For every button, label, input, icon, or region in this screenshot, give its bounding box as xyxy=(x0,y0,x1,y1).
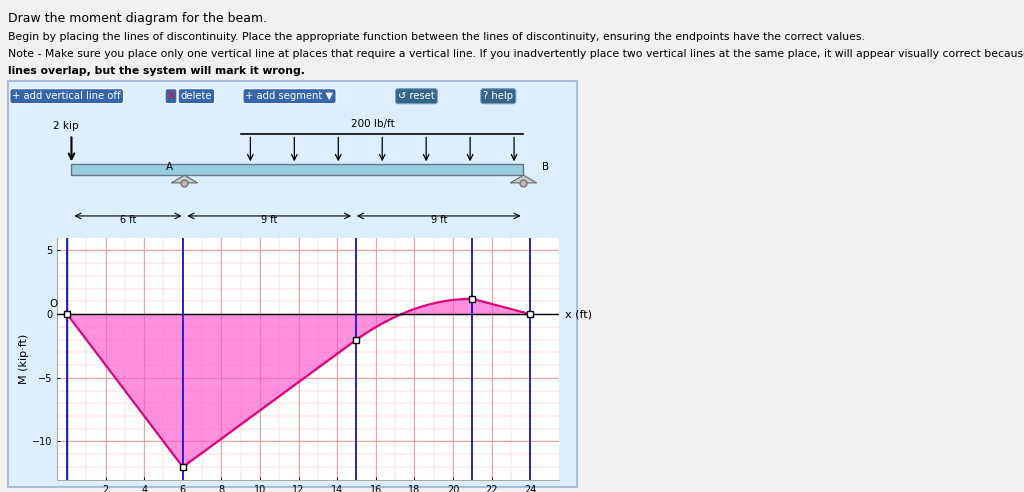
Text: Begin by placing the lines of discontinuity. Place the appropriate function betw: Begin by placing the lines of discontinu… xyxy=(8,32,865,42)
Text: 200 lb/ft: 200 lb/ft xyxy=(351,119,394,129)
Text: 2 kip: 2 kip xyxy=(53,121,79,131)
Text: 9 ft: 9 ft xyxy=(261,215,278,224)
Text: X: X xyxy=(168,91,174,101)
Text: x (ft): x (ft) xyxy=(565,309,592,319)
Polygon shape xyxy=(171,175,198,183)
Text: ? help: ? help xyxy=(483,91,513,101)
Text: A: A xyxy=(166,162,173,172)
Text: Draw the moment diagram for the beam.: Draw the moment diagram for the beam. xyxy=(8,12,267,25)
Bar xyxy=(72,164,523,175)
Text: B: B xyxy=(543,162,550,172)
Text: + add segment ▼: + add segment ▼ xyxy=(246,91,334,101)
Text: + add vertical line off: + add vertical line off xyxy=(12,91,121,101)
Polygon shape xyxy=(510,175,537,183)
Text: 9 ft: 9 ft xyxy=(430,215,446,224)
Text: O: O xyxy=(49,299,57,309)
Text: ↺ reset: ↺ reset xyxy=(398,91,435,101)
Text: lines overlap, but the system will mark it wrong.: lines overlap, but the system will mark … xyxy=(8,66,305,76)
Text: delete: delete xyxy=(180,91,212,101)
Text: Note - Make sure you place only one vertical line at places that require a verti: Note - Make sure you place only one vert… xyxy=(8,49,1024,59)
Text: 6 ft: 6 ft xyxy=(120,215,136,224)
Y-axis label: M (kip·ft): M (kip·ft) xyxy=(19,334,30,384)
